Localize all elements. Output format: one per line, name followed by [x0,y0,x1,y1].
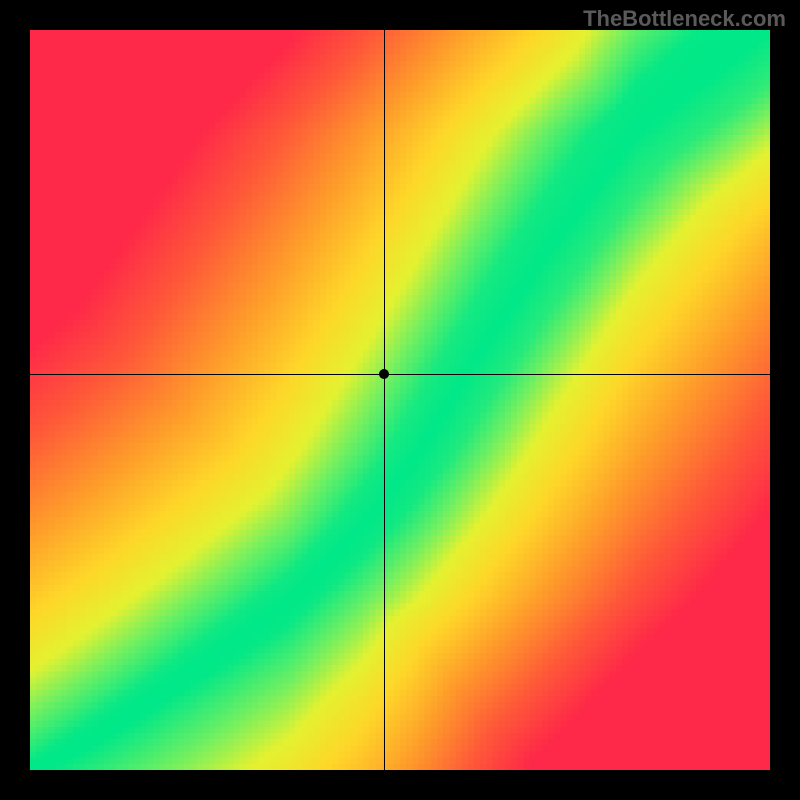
chart-container: TheBottleneck.com [0,0,800,800]
crosshair-vertical [384,30,385,770]
plot-area [30,30,770,770]
crosshair-horizontal [30,374,770,375]
heatmap-canvas [30,30,770,770]
crosshair-marker [379,369,389,379]
watermark-text: TheBottleneck.com [583,6,786,32]
